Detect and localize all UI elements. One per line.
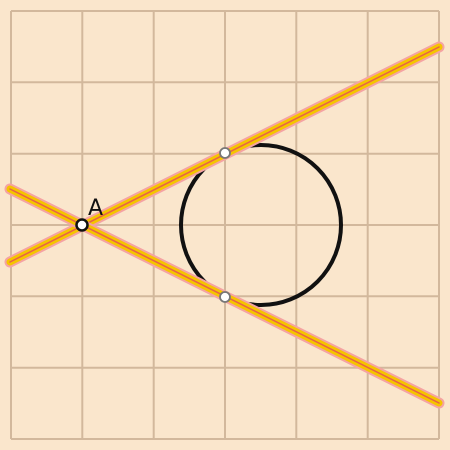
tangent-point-lower[interactable] bbox=[219, 291, 231, 303]
point-a[interactable] bbox=[75, 218, 89, 232]
point-a-label: A bbox=[88, 196, 103, 221]
tangent-point-upper[interactable] bbox=[219, 147, 231, 159]
circle[interactable] bbox=[179, 143, 343, 307]
